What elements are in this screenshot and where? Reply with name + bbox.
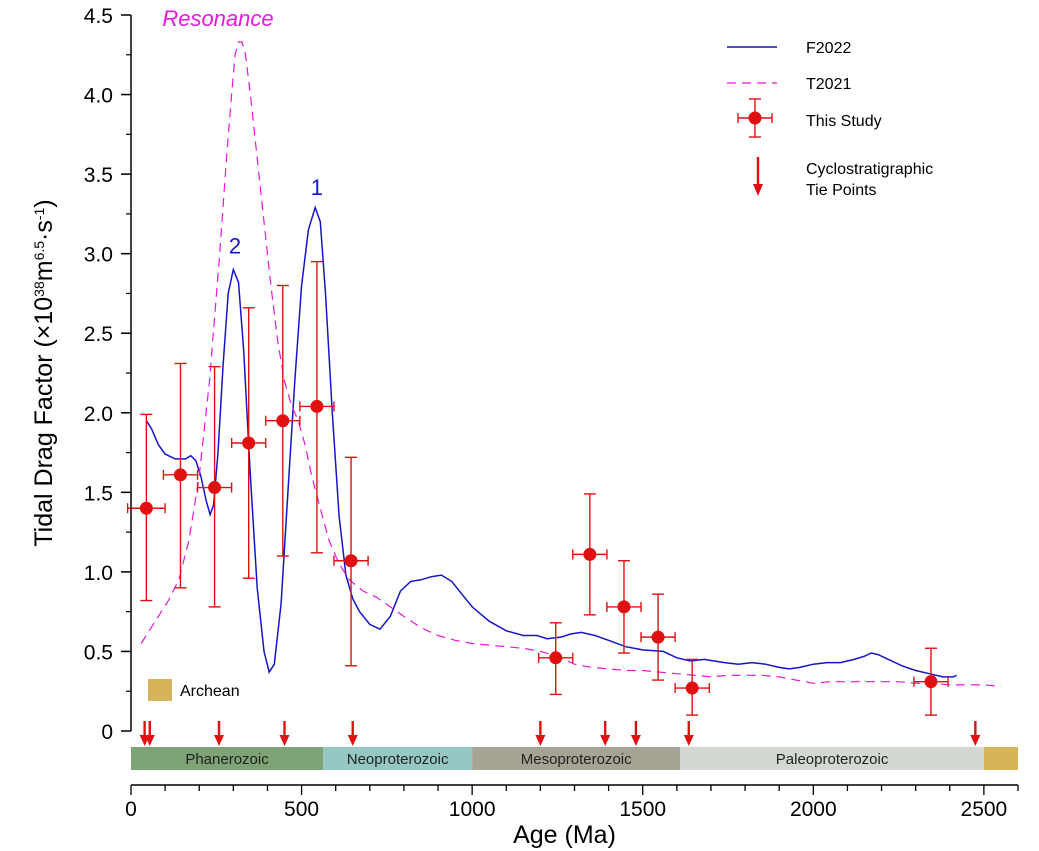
y-tick-label: 1.5 <box>84 482 113 505</box>
y-tick-label: 3.0 <box>84 244 113 267</box>
y-axis-title-part: 38 <box>31 281 47 297</box>
study-point-11 <box>685 681 699 695</box>
tie-point-arrowhead-8 <box>683 735 694 746</box>
study-point-2 <box>208 481 222 495</box>
legend-label-study: This Study <box>806 113 882 130</box>
y-axis-title-part: ·s <box>30 220 58 241</box>
x-tick-label: 0 <box>125 798 137 821</box>
y-axis-title-part: m <box>30 260 58 281</box>
legend-label-tie-2: Tie Points <box>806 182 877 199</box>
study-point-3 <box>242 436 256 450</box>
legend-label-f2022: F2022 <box>806 40 851 57</box>
x-tick-label: 500 <box>284 798 319 821</box>
study-point-5 <box>310 399 324 413</box>
study-point-7 <box>549 651 563 665</box>
y-tick-label: 3.5 <box>84 164 113 187</box>
y-axis-title-part: 6.5 <box>31 241 47 261</box>
study-point-1 <box>173 468 187 482</box>
era-band-0 <box>131 747 324 770</box>
series-line-f2022 <box>145 205 957 678</box>
y-tick-label: 4.0 <box>84 85 113 108</box>
archean-swatch <box>148 679 172 701</box>
x-tick-label: 1500 <box>619 798 666 821</box>
tie-point-arrowhead-6 <box>600 735 611 746</box>
legend-label-tie-1: Cyclostratigraphic <box>806 161 933 178</box>
legend-swatch-study <box>737 98 773 138</box>
y-tick-label: 1.0 <box>84 562 113 585</box>
tie-point-arrowhead-7 <box>630 735 641 746</box>
study-point-4 <box>276 414 290 428</box>
study-point-0 <box>139 501 153 515</box>
tie-point-arrowhead-5 <box>535 735 546 746</box>
tie-point-arrowhead-4 <box>347 735 358 746</box>
series-line-t2021 <box>140 41 1001 687</box>
era-band-3 <box>680 747 984 770</box>
archean-label: Archean <box>180 683 240 700</box>
study-point-12 <box>924 675 938 689</box>
era-band-2 <box>472 747 681 770</box>
tie-point-arrowhead-1 <box>144 735 155 746</box>
y-tick-label: 0.5 <box>84 641 113 664</box>
era-label-phanerozoic: Phanerozoic <box>185 751 269 768</box>
y-axis-title-part: ) <box>30 199 58 207</box>
era-label-paleoproterozoic: Paleoproterozoic <box>776 751 889 768</box>
y-axis-title-part: Tidal Drag Factor (×10 <box>30 297 58 547</box>
resonance-label: Resonance <box>162 6 273 31</box>
era-label-neoproterozoic: Neoproterozoic <box>347 751 449 768</box>
legend-dot <box>748 111 762 125</box>
tie-point-arrowhead-2 <box>214 735 225 746</box>
y-tick-label: 2.0 <box>84 403 113 426</box>
y-axis-title: Tidal Drag Factor (×1038m6.5·s-1) <box>30 199 58 546</box>
peak-label-2: 2 <box>229 234 241 259</box>
peak-label-1: 1 <box>311 175 323 200</box>
study-point-8 <box>583 547 597 561</box>
x-tick-label: 2500 <box>961 798 1008 821</box>
x-axis-title: Age (Ma) <box>513 821 616 849</box>
era-band-1 <box>323 747 473 770</box>
era-band-4 <box>983 747 1018 770</box>
study-point-9 <box>617 600 631 614</box>
tie-point-arrowhead-9 <box>970 735 981 746</box>
y-tick-label: 0 <box>101 721 113 744</box>
y-tick-label: 4.5 <box>84 5 113 28</box>
y-tick-label: 2.5 <box>84 323 113 346</box>
x-tick-label: 2000 <box>790 798 837 821</box>
era-label-mesoproterozoic: Mesoproterozoic <box>521 751 632 768</box>
study-point-6 <box>344 554 358 568</box>
legend-swatch-tie-arrowhead <box>753 184 763 196</box>
legend-label-t2021: T2021 <box>806 76 851 93</box>
tie-point-arrowhead-3 <box>279 735 290 746</box>
study-point-10 <box>651 630 665 644</box>
x-tick-label: 1000 <box>449 798 496 821</box>
y-axis-title-part: -1 <box>31 207 47 220</box>
